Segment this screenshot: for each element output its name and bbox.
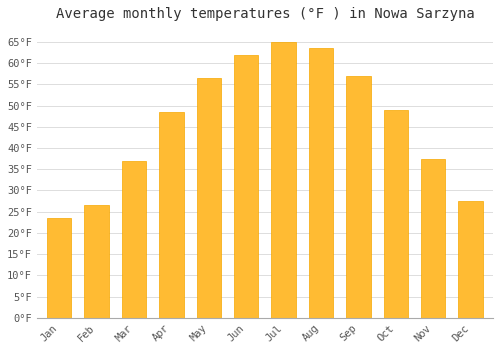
Bar — [458, 201, 483, 318]
Bar — [160, 112, 184, 318]
Bar — [421, 159, 446, 318]
Bar — [346, 76, 370, 318]
Bar — [122, 161, 146, 318]
Bar — [234, 55, 258, 318]
Bar — [196, 78, 221, 318]
Bar — [272, 42, 296, 318]
Bar — [384, 110, 408, 318]
Bar — [47, 218, 72, 318]
Bar — [84, 205, 109, 318]
Title: Average monthly temperatures (°F ) in Nowa Sarzyna: Average monthly temperatures (°F ) in No… — [56, 7, 474, 21]
Bar — [309, 48, 333, 318]
